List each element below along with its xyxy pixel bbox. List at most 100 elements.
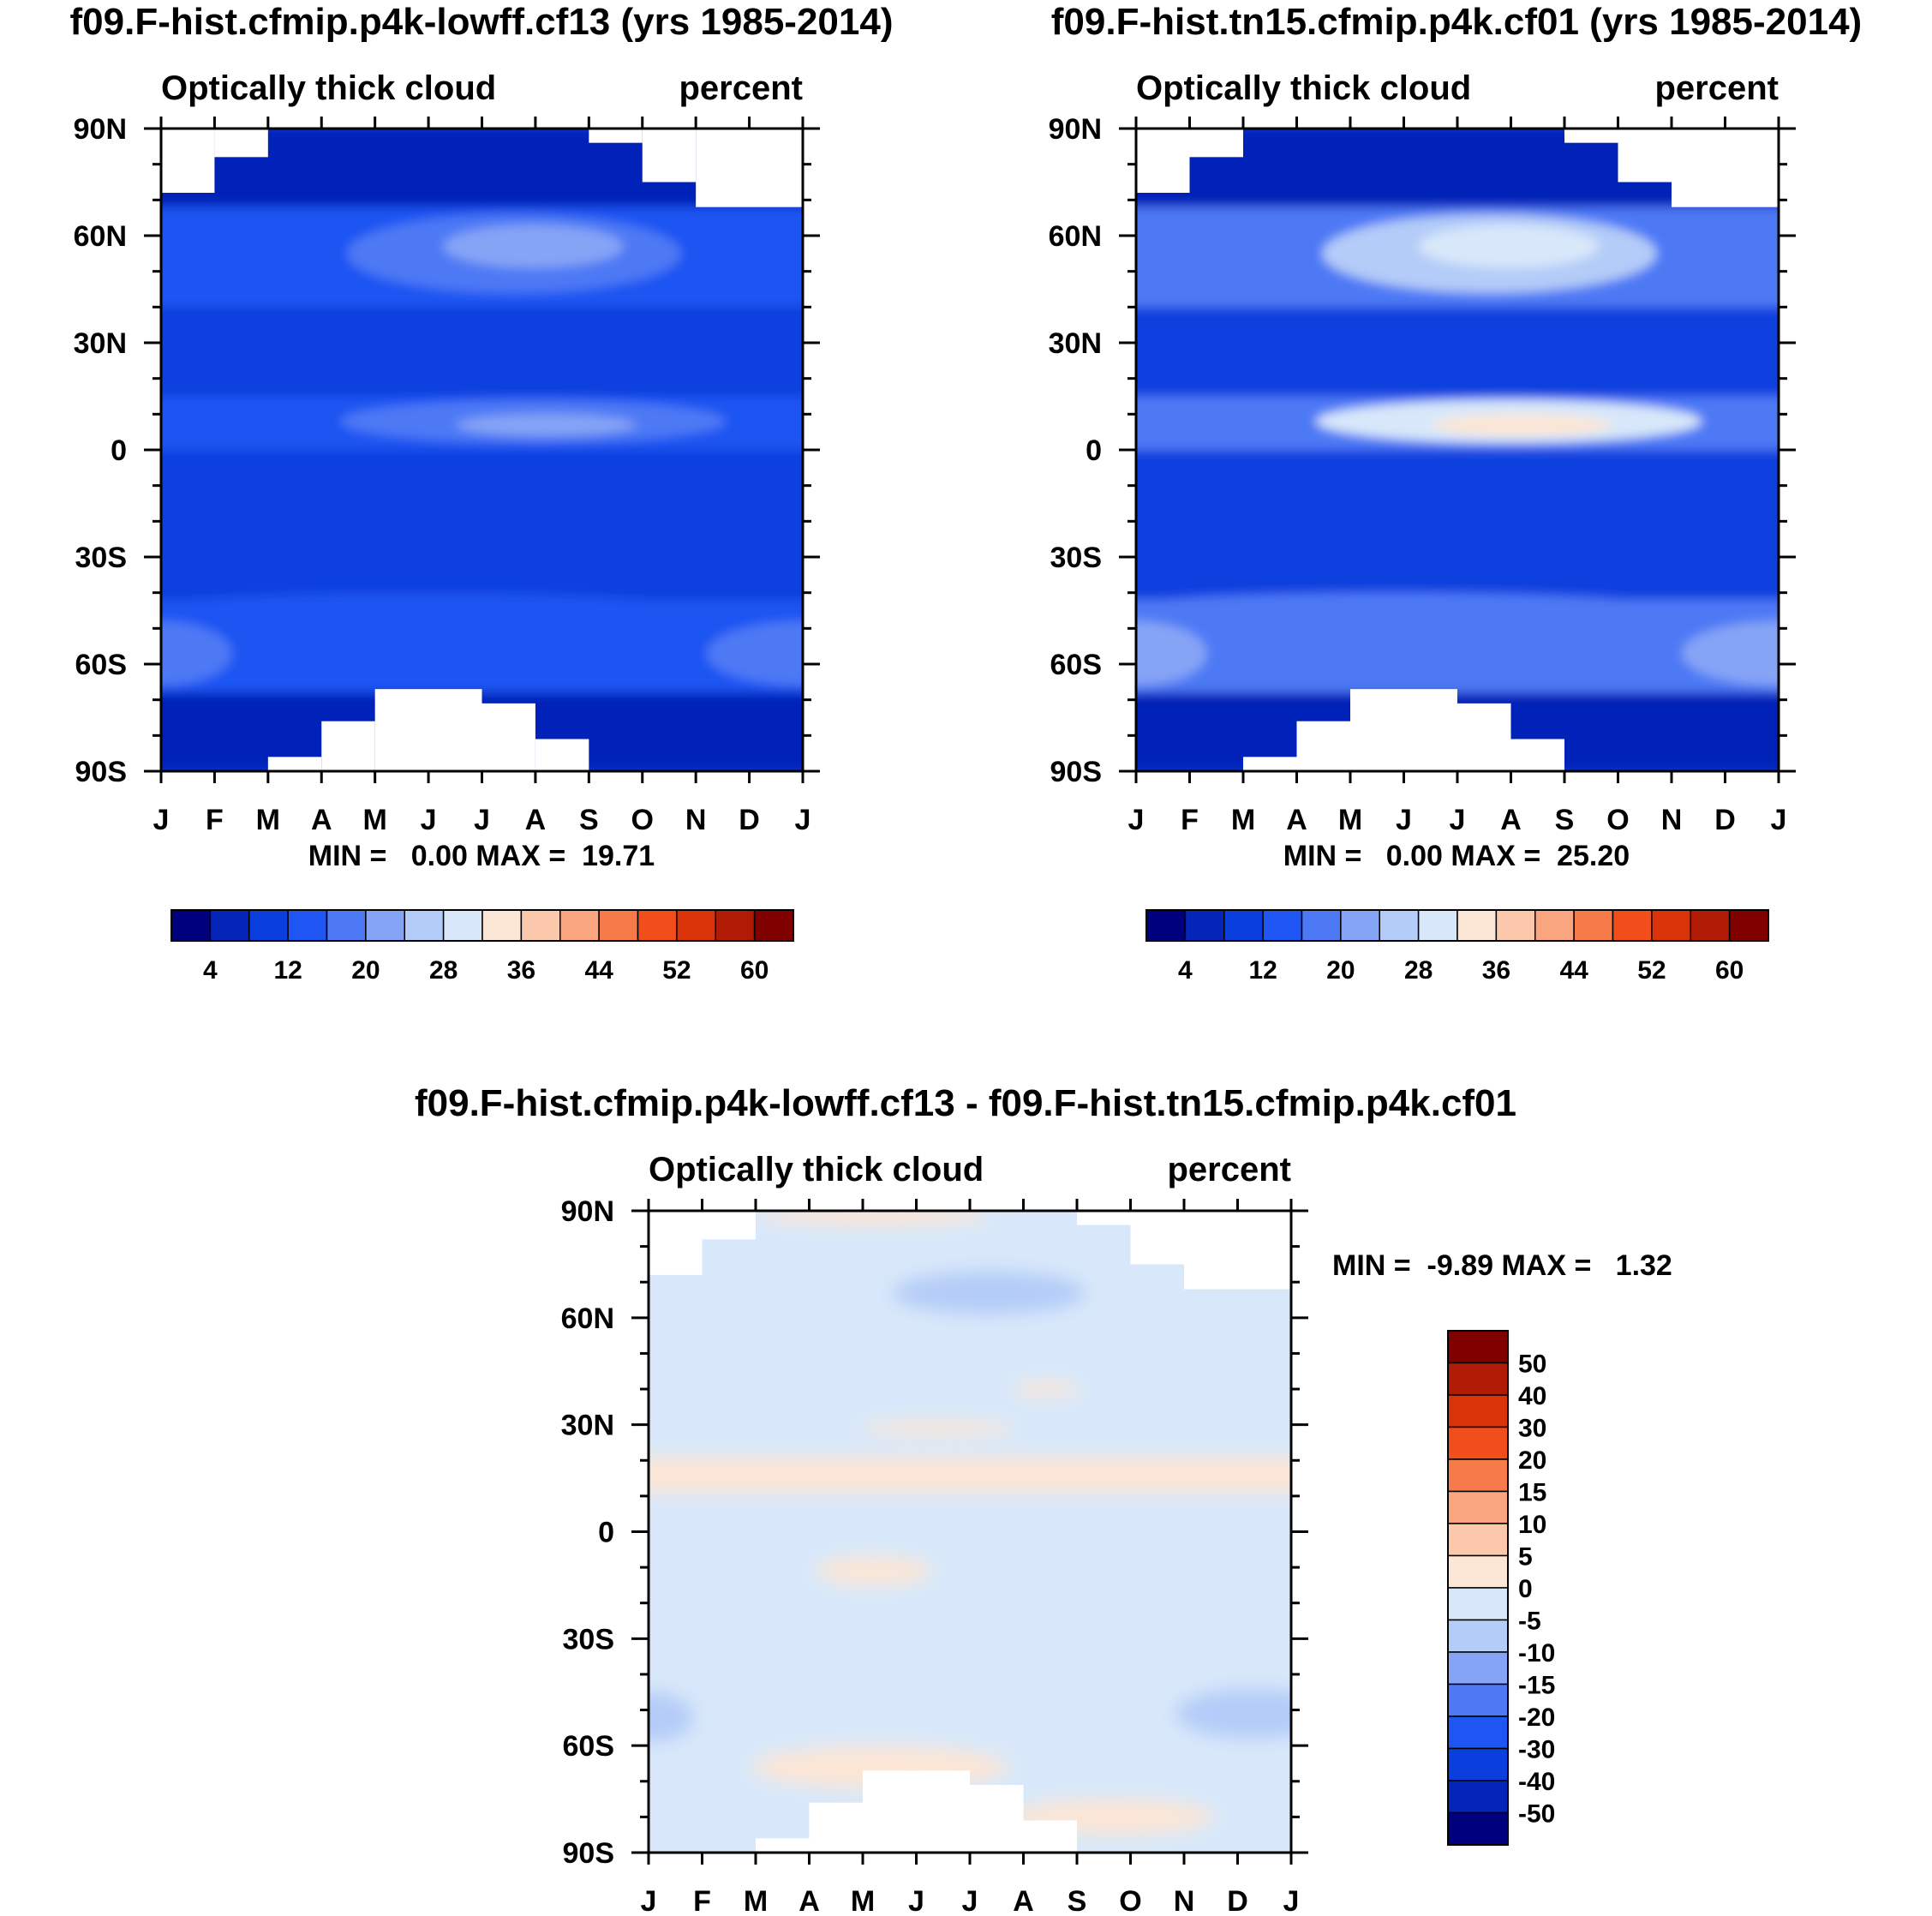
colorbar-label: -30	[1518, 1736, 1555, 1764]
colorbar-box	[1534, 909, 1575, 942]
colorbar-box	[442, 909, 483, 942]
anomaly-south-east-negative	[1175, 1688, 1291, 1739]
y-tick-label: 30N	[1049, 327, 1102, 360]
colorbar-label: 10	[1518, 1511, 1546, 1539]
colorbar-box	[1447, 1458, 1509, 1493]
anomaly-arctic-negative	[893, 1271, 1086, 1314]
colorbar-box	[1223, 909, 1264, 942]
blob-south-west	[1136, 621, 1207, 686]
y-tick-label: 90S	[563, 1837, 615, 1870]
x-tick-label: N	[1661, 804, 1683, 836]
missing-south-2	[374, 689, 482, 771]
colorbar-box	[1447, 1780, 1509, 1814]
missing-south-0	[267, 757, 322, 771]
colorbar-box	[1447, 1362, 1509, 1396]
colorbar-label: 52	[662, 956, 691, 985]
colorbar-box	[1690, 909, 1731, 942]
y-tick-label: 30N	[561, 1410, 614, 1442]
y-tick-label: 30N	[74, 327, 127, 360]
colorbar-box	[1447, 1811, 1509, 1846]
colorbar-outline	[1145, 909, 1769, 942]
colorbar-box	[1447, 1651, 1509, 1685]
colorbar-label: 40	[1518, 1382, 1546, 1410]
band-north-subtropics	[1136, 350, 1779, 397]
colorbar-label: 20	[1326, 956, 1355, 985]
missing-north-4	[696, 129, 803, 207]
missing-south-3	[970, 1784, 1024, 1853]
colorbar-box	[1447, 1394, 1509, 1428]
missing-north-3	[1130, 1211, 1184, 1265]
blob-north-core	[1419, 225, 1599, 268]
fill-background	[649, 1211, 1291, 1853]
colorbar-box	[170, 909, 212, 942]
colorbar-label: 4	[1178, 956, 1193, 985]
colorbar-box	[1262, 909, 1303, 942]
blob-south-mid	[161, 592, 707, 629]
y-tick-label: 60S	[1050, 649, 1103, 681]
panel-2-subtitle-right: percent	[1655, 69, 1779, 107]
colorbar-outline	[170, 909, 794, 942]
panel-2-contour-fill	[1136, 129, 1779, 771]
x-tick-label: J	[1396, 804, 1412, 836]
missing-north-0	[649, 1211, 703, 1275]
colorbar-outline	[1447, 1330, 1509, 1846]
anomaly-north-positive	[860, 1421, 1015, 1436]
x-tick-label: M	[744, 1885, 768, 1916]
panel-1-contour-fill	[161, 129, 803, 771]
missing-south-4	[535, 739, 589, 771]
x-tick-label: F	[693, 1885, 711, 1916]
panel-3-stats: MIN = -9.89 MAX = 1.32	[1332, 1249, 1672, 1282]
x-tick-label: A	[1500, 804, 1522, 836]
x-tick-label: J	[1128, 804, 1145, 836]
missing-north-3	[642, 129, 697, 183]
x-tick-label: S	[1068, 1885, 1087, 1916]
x-tick-label: J	[641, 1885, 657, 1916]
x-tick-label: A	[1286, 804, 1307, 836]
band-south-tropics	[1136, 450, 1779, 493]
colorbar-label: -15	[1518, 1672, 1555, 1700]
colorbar-box	[1145, 909, 1187, 942]
colorbar-label: 28	[1404, 956, 1433, 985]
y-tick-label: 90N	[561, 1195, 614, 1228]
colorbar-label: 20	[1518, 1446, 1546, 1475]
missing-south-2	[863, 1770, 970, 1853]
x-tick-label: F	[1181, 804, 1199, 836]
missing-south-0	[756, 1838, 810, 1853]
colorbar-box	[365, 909, 405, 942]
colorbar-box	[1447, 1330, 1509, 1364]
panel-3-plot-area	[649, 1211, 1291, 1853]
panel-3-subtitle-left: Optically thick cloud	[649, 1151, 984, 1189]
colorbar-box	[1495, 909, 1536, 942]
panel-3-title: f09.F-hist.cfmip.p4k-lowff.cf13 - f09.F-…	[415, 1082, 1516, 1124]
y-tick-label: 90S	[1050, 756, 1103, 788]
y-tick-label: 60N	[1049, 220, 1102, 253]
colorbar-label: 52	[1637, 956, 1666, 985]
panel-3-subtitle-right: percent	[1168, 1151, 1292, 1189]
x-tick-label: D	[1227, 1885, 1248, 1916]
y-tick-label: 90S	[75, 756, 128, 788]
missing-south-1	[321, 721, 375, 771]
colorbar-label: -40	[1518, 1768, 1555, 1796]
panel-3: f09.F-hist.cfmip.p4k-lowff.cf13 - f09.F-…	[415, 1082, 1672, 1916]
panel-1-subtitle-right: percent	[679, 69, 804, 107]
x-tick-label: J	[1771, 804, 1787, 836]
colorbar-label: -20	[1518, 1703, 1555, 1732]
colorbar-label: 36	[507, 956, 535, 985]
colorbar-box	[1379, 909, 1420, 942]
anomaly-south-west-negative	[649, 1691, 694, 1742]
panel-2-title: f09.F-hist.tn15.cfmip.p4k.cf01 (yrs 1985…	[1051, 1, 1862, 43]
y-tick-label: 0	[598, 1517, 614, 1549]
colorbar-box	[1447, 1747, 1509, 1781]
colorbar-box	[1651, 909, 1691, 942]
colorbar-box	[520, 909, 561, 942]
panel-1-plot-area	[161, 129, 803, 771]
x-tick-label: N	[1174, 1885, 1195, 1916]
missing-south-3	[1457, 703, 1511, 771]
fill-bands	[1136, 129, 1779, 771]
panel-3-contour-fill	[649, 1211, 1291, 1853]
x-tick-label: A	[525, 804, 547, 836]
band-south-tropics	[161, 450, 803, 493]
fill-bands	[161, 129, 803, 771]
colorbar-label: 20	[351, 956, 380, 985]
